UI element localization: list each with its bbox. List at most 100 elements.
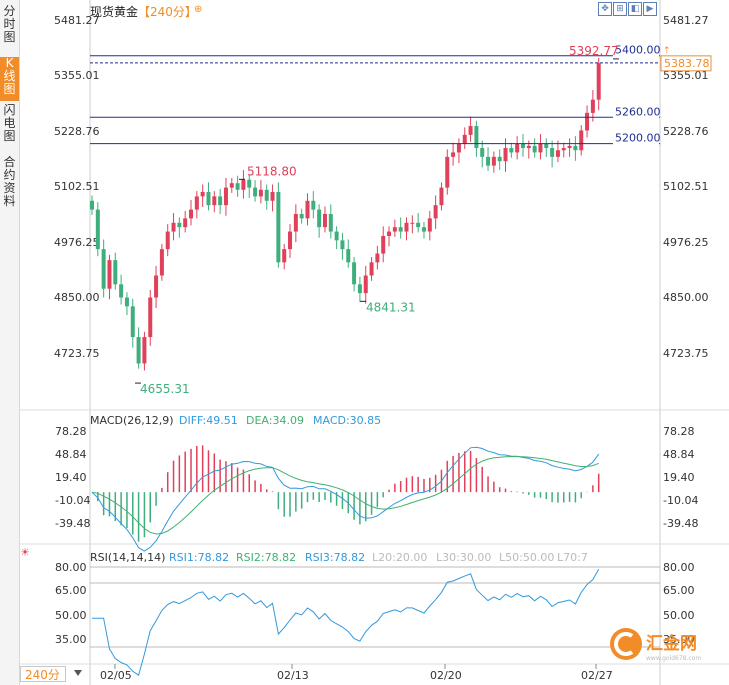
xaxis-label: 02/20 (430, 669, 462, 682)
candle-body (258, 189, 263, 197)
candles (90, 57, 601, 371)
candle-body (538, 143, 543, 153)
xaxis-label: 02/05 (100, 669, 132, 682)
macd-ytick-right: 78.28 (663, 425, 695, 438)
candle-body (334, 231, 339, 241)
level-label: 5200.00 (615, 132, 661, 145)
rsi-line (92, 569, 600, 677)
candle-body (235, 183, 240, 190)
candle-body (567, 145, 572, 149)
candle-body (340, 240, 345, 250)
macd-dea-line (91, 456, 599, 535)
zoom-out-icon[interactable]: ⊞ (613, 2, 627, 16)
candle-body (171, 222, 176, 232)
macd-legend-item: MACD:30.85 (313, 414, 381, 427)
scroll-left-icon[interactable]: ◧ (628, 2, 642, 16)
macd-histogram (97, 445, 600, 542)
sidebar-tab-0[interactable]: 分时图 (3, 4, 16, 44)
main-ytick-left: 4723.75 (54, 347, 100, 360)
rsi-legend-item: L50:50.00 (499, 551, 554, 564)
level-label-bg (613, 43, 659, 57)
sidebar-tab-2[interactable]: 闪电图 (3, 103, 16, 143)
candle-body (352, 262, 357, 285)
sidebar-tab-3[interactable]: 合约资料 (3, 155, 16, 208)
candle-body (486, 156, 491, 166)
main-ytick-left: 5102.51 (54, 180, 100, 193)
candle-body (468, 126, 473, 135)
candle-body (165, 231, 170, 250)
candle-body (154, 275, 159, 298)
rsi-legend-item: RSI2:78.82 (236, 551, 296, 564)
watermark-url: www.gold678.com (646, 655, 701, 662)
candle-body (550, 148, 555, 157)
scroll-right-icon[interactable]: ▶ (643, 2, 657, 16)
level-label: 5400.00 (615, 44, 661, 57)
instrument-name: 现货黄金 (90, 5, 139, 19)
candle-body (218, 196, 223, 206)
candle-body (363, 275, 368, 294)
rsi-legend-item: RSI1:78.82 (169, 551, 229, 564)
chevron-down-icon[interactable] (74, 670, 82, 676)
candle-body (433, 205, 438, 219)
watermark-logo: 汇金网 www.gold678.com (610, 628, 701, 662)
rsi-indicator-label: RSI(14,14,14) (90, 551, 165, 564)
candle-body (288, 231, 293, 250)
rsi-ytick-left: 65.00 (55, 584, 87, 597)
macd-ytick-left: 19.40 (55, 471, 87, 484)
candle-body (596, 63, 601, 100)
candle-body (474, 126, 479, 149)
candle-body (159, 249, 164, 276)
rsi-ytick-right: 35.00 (663, 633, 695, 646)
macd-ytick-right: 48.84 (663, 448, 695, 461)
candle-body (427, 218, 432, 232)
candle-body (317, 209, 322, 228)
candle-body (282, 249, 287, 263)
rsi-legend-item: L70:7 (557, 551, 588, 564)
macd-diff-line (91, 446, 600, 552)
candle-body (206, 191, 211, 206)
candle-body (392, 227, 397, 232)
rsi-ytick-right: 80.00 (663, 561, 695, 574)
macd-legend-item: DIFF:49.51 (179, 414, 238, 427)
rsi-ytick-left: 35.00 (55, 633, 87, 646)
main-ytick-left: 5355.01 (54, 69, 100, 82)
candle-body (177, 222, 182, 228)
candle-body (299, 213, 304, 219)
candle-body (439, 187, 444, 206)
candle-body (369, 262, 374, 276)
candle-body (520, 143, 525, 149)
candle-body (241, 179, 246, 190)
level-label-bg (613, 131, 659, 145)
candle-body (328, 213, 333, 232)
candle-body (375, 253, 380, 263)
up-arrow-icon: ⇡ (663, 46, 671, 56)
price-annotation: 5392.77 (569, 44, 619, 58)
candle-body (445, 156, 450, 188)
main-ytick-left: 5481.27 (54, 14, 100, 27)
candle-body (223, 187, 228, 206)
rsi-legend-item: RSI3:78.82 (305, 551, 365, 564)
macd-ytick-left: -10.04 (55, 494, 90, 507)
candle-body (491, 156, 496, 166)
candle-body (276, 191, 281, 263)
settings-circle-icon[interactable]: ⊕ (194, 4, 203, 15)
sidebar-tab-1[interactable]: K线图 (0, 57, 19, 101)
candle-body (311, 200, 316, 210)
sidebar: 分时图 K线图闪电图合约资料 (0, 0, 20, 685)
rsi-ytick-left: 80.00 (55, 561, 87, 574)
candle-body (194, 196, 199, 210)
price-annotation: 5118.80 (247, 164, 297, 178)
zoom-in-icon[interactable]: ✥ (598, 2, 612, 16)
candle-body (229, 183, 234, 188)
xaxis-label: 02/13 (277, 669, 309, 682)
level-label: 5260.00 (615, 105, 661, 118)
candle-body (544, 143, 549, 149)
period-select[interactable]: 240分 (20, 666, 66, 682)
candle-body (416, 222, 421, 228)
candle-body (497, 156, 502, 162)
candle-body (130, 306, 135, 338)
macd-ytick-right: 19.40 (663, 471, 695, 484)
candle-body (119, 284, 124, 298)
rsi-ytick-right: 50.00 (663, 609, 695, 622)
